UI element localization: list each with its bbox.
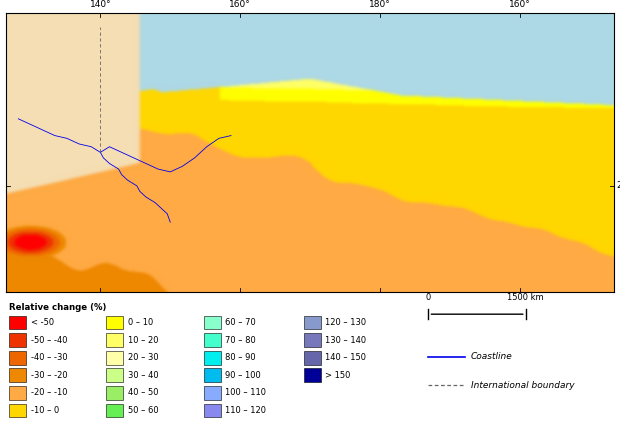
Text: 1500 km: 1500 km xyxy=(507,293,544,302)
Text: 180°: 180° xyxy=(369,0,391,9)
Text: Coastline: Coastline xyxy=(471,352,513,362)
Text: -40 – -30: -40 – -30 xyxy=(30,353,67,362)
Bar xyxy=(304,351,321,365)
Bar xyxy=(203,386,221,400)
Text: 130 – 140: 130 – 140 xyxy=(325,335,366,345)
Bar xyxy=(203,333,221,347)
Text: 140 – 150: 140 – 150 xyxy=(325,353,366,362)
Text: 80 – 90: 80 – 90 xyxy=(225,353,255,362)
Bar xyxy=(107,404,123,417)
Text: -30 – -20: -30 – -20 xyxy=(30,371,67,380)
Bar xyxy=(203,316,221,330)
Text: 110 – 120: 110 – 120 xyxy=(225,406,266,415)
Bar xyxy=(107,386,123,400)
Text: > 150: > 150 xyxy=(325,371,350,380)
Bar xyxy=(203,404,221,417)
Text: 40 – 50: 40 – 50 xyxy=(128,388,158,397)
Text: 100 – 110: 100 – 110 xyxy=(225,388,266,397)
Text: 0: 0 xyxy=(426,293,431,302)
Text: 70 – 80: 70 – 80 xyxy=(225,335,255,345)
Text: 60 – 70: 60 – 70 xyxy=(225,318,255,327)
Bar xyxy=(9,333,26,347)
Bar xyxy=(9,368,26,382)
Bar xyxy=(9,316,26,330)
Text: 50 – 60: 50 – 60 xyxy=(128,406,158,415)
Text: 160°: 160° xyxy=(229,0,251,9)
Text: < -50: < -50 xyxy=(30,318,53,327)
Text: 0 – 10: 0 – 10 xyxy=(128,318,153,327)
Bar xyxy=(304,316,321,330)
Text: 160°: 160° xyxy=(509,0,531,9)
Text: International boundary: International boundary xyxy=(471,381,575,390)
Text: 20°: 20° xyxy=(617,181,620,190)
Bar xyxy=(107,351,123,365)
Text: -50 – -40: -50 – -40 xyxy=(30,335,67,345)
Text: Relative change (%): Relative change (%) xyxy=(9,303,107,313)
Text: -10 – 0: -10 – 0 xyxy=(30,406,59,415)
Bar xyxy=(203,368,221,382)
Bar xyxy=(107,333,123,347)
Bar xyxy=(203,351,221,365)
Text: 120 – 130: 120 – 130 xyxy=(325,318,366,327)
Text: 10 – 20: 10 – 20 xyxy=(128,335,158,345)
Bar xyxy=(304,333,321,347)
Text: 20 – 30: 20 – 30 xyxy=(128,353,158,362)
Bar xyxy=(107,368,123,382)
Text: -20 – -10: -20 – -10 xyxy=(30,388,67,397)
Text: 30 – 40: 30 – 40 xyxy=(128,371,158,380)
Bar xyxy=(9,404,26,417)
Bar xyxy=(9,351,26,365)
Bar xyxy=(107,316,123,330)
Text: 90 – 100: 90 – 100 xyxy=(225,371,260,380)
Text: 140°: 140° xyxy=(89,0,111,9)
Bar xyxy=(304,368,321,382)
Bar xyxy=(9,386,26,400)
